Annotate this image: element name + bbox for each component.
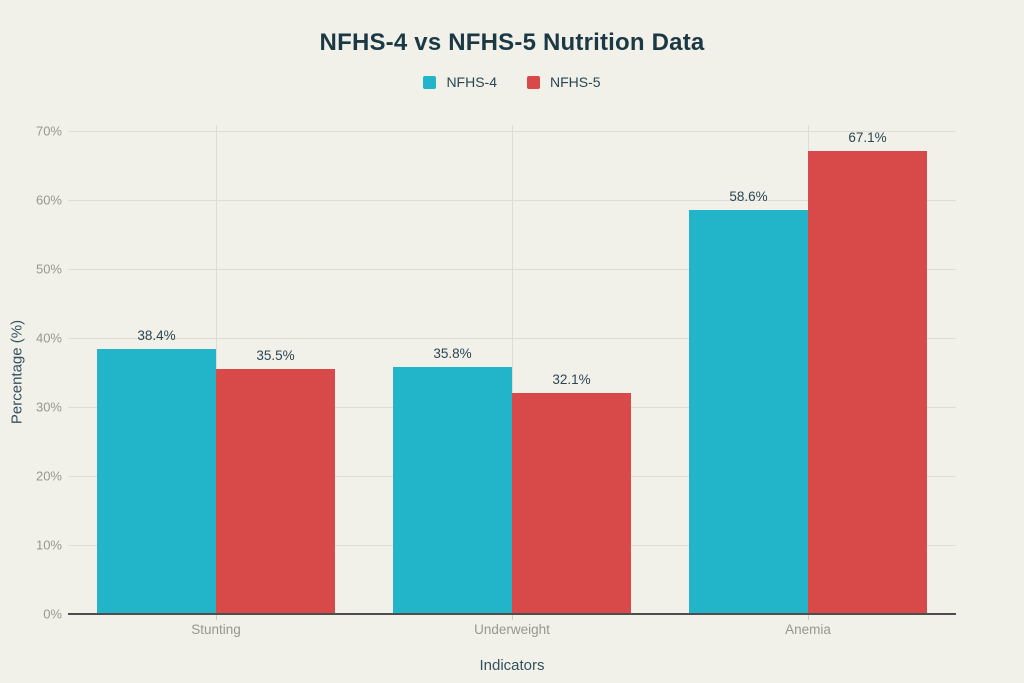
bar-value-label: 58.6% bbox=[729, 188, 768, 204]
bar-nfhs-4-underweight bbox=[393, 366, 512, 614]
legend-swatch bbox=[423, 75, 437, 89]
y-tick-label: 40% bbox=[35, 330, 62, 346]
y-tick-label: 30% bbox=[35, 399, 62, 415]
bar-value-label: 67.1% bbox=[848, 130, 887, 145]
bar-value-label: 35.8% bbox=[433, 345, 472, 361]
x-tick-label: Stunting bbox=[191, 622, 241, 637]
x-tick-mark bbox=[215, 614, 217, 620]
x-gridline bbox=[511, 125, 513, 614]
y-tick-label: 60% bbox=[35, 192, 62, 208]
bar-value-label: 35.5% bbox=[256, 348, 295, 364]
legend-item-nfhs-5: NFHS-5 bbox=[527, 74, 601, 90]
legend-label: NFHS-5 bbox=[550, 74, 601, 90]
y-tick-label: 0% bbox=[43, 606, 62, 622]
x-tick-label: Anemia bbox=[785, 622, 831, 637]
bar-nfhs-4-stunting bbox=[97, 349, 216, 614]
x-axis-line bbox=[68, 613, 956, 615]
y-tick-label: 20% bbox=[35, 468, 62, 484]
bar-nfhs-5-anemia bbox=[808, 151, 927, 614]
bar-nfhs-5-underweight bbox=[512, 392, 631, 614]
legend: NFHS-4 NFHS-5 bbox=[0, 74, 1024, 90]
bar-value-label: 38.4% bbox=[137, 328, 176, 344]
x-tick-mark bbox=[807, 614, 809, 620]
bar-value-label: 32.1% bbox=[552, 371, 591, 387]
x-tick-label: Underweight bbox=[474, 622, 550, 637]
chart-title: NFHS-4 vs NFHS-5 Nutrition Data bbox=[319, 29, 705, 56]
y-axis-title: Percentage (%) bbox=[8, 319, 26, 425]
bar-nfhs-5-stunting bbox=[216, 369, 335, 614]
y-tick-label: 50% bbox=[35, 261, 62, 277]
legend-swatch bbox=[527, 75, 540, 89]
x-tick-mark bbox=[511, 614, 513, 620]
legend-label: NFHS-4 bbox=[446, 74, 497, 90]
y-tick-label: 10% bbox=[35, 537, 62, 553]
y-tick-label: 70% bbox=[35, 123, 62, 139]
bar-nfhs-4-anemia bbox=[689, 209, 808, 614]
x-axis-title: Indicators bbox=[479, 657, 545, 674]
legend-item-nfhs-4: NFHS-4 bbox=[423, 74, 497, 90]
